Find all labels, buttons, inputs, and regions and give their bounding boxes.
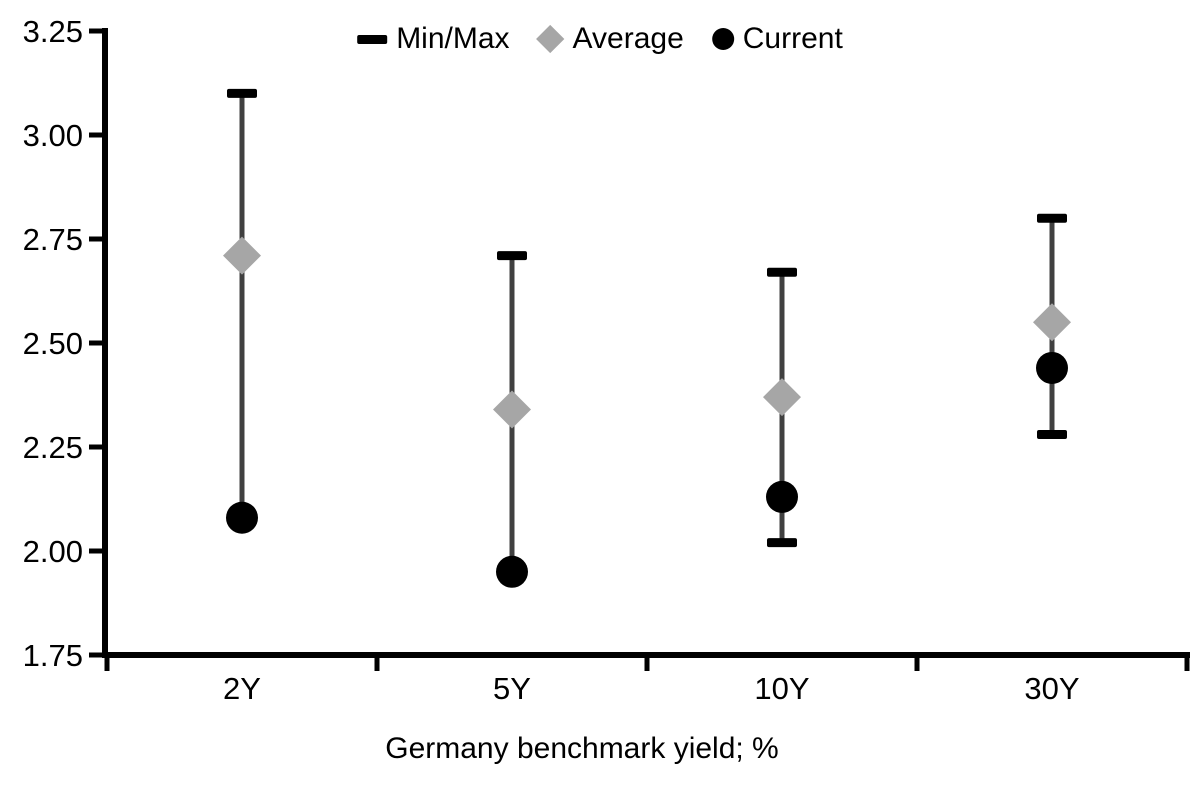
current-marker (766, 480, 798, 513)
max-cap-marker (497, 251, 527, 261)
y-tick-label: 3.25 (23, 14, 83, 49)
current-marker (226, 501, 258, 534)
y-tick-label: 1.75 (23, 638, 83, 673)
average-marker (493, 390, 531, 429)
y-tick-label: 2.25 (23, 430, 83, 465)
x-category-label: 10Y (754, 671, 809, 706)
y-tick-label: 3.00 (23, 118, 83, 153)
average-marker (1033, 303, 1071, 342)
y-tick-label: 2.75 (23, 222, 83, 257)
x-category-label: 5Y (493, 671, 531, 706)
legend-label-minmax: Min/Max (396, 22, 510, 55)
legend-item-average: Average (536, 22, 684, 55)
average-marker (223, 236, 261, 275)
legend-label-average: Average (572, 22, 684, 55)
x-category-label: 30Y (1024, 671, 1079, 706)
legend-item-minmax: Min/Max (357, 22, 510, 55)
average-diamond-icon (536, 24, 565, 54)
x-category-label: 2Y (223, 671, 261, 706)
max-cap-marker (1037, 213, 1067, 223)
minmax-dash-icon (357, 34, 388, 44)
max-cap-marker (767, 267, 797, 277)
legend: Min/Max Average Current (357, 24, 843, 54)
y-tick-label: 2.50 (23, 326, 83, 361)
max-cap-marker (227, 88, 257, 98)
current-circle-icon (711, 28, 734, 50)
min-cap-marker (767, 538, 797, 548)
y-tick-label: 2.00 (23, 534, 83, 569)
min-cap-marker (1037, 430, 1067, 440)
legend-item-current: Current (711, 22, 843, 55)
current-marker (496, 555, 528, 588)
average-marker (763, 378, 801, 417)
x-axis-title: Germany benchmark yield; % (385, 732, 779, 765)
legend-label-current: Current (742, 22, 843, 55)
current-marker (1036, 351, 1068, 384)
